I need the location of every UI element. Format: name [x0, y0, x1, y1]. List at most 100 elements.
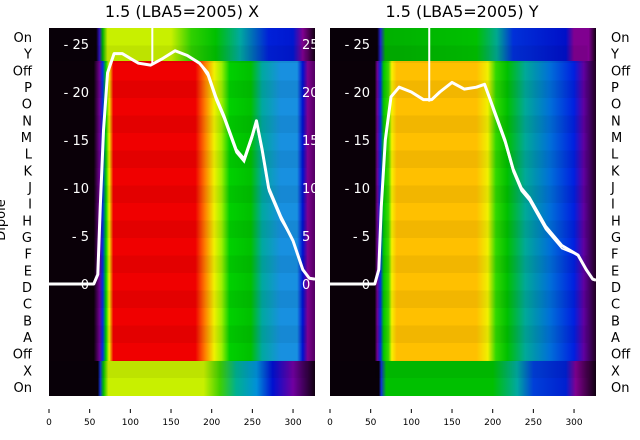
row-label: J: [610, 181, 615, 196]
row-label: Off: [13, 348, 33, 363]
row-label: H: [22, 214, 32, 229]
overlay-y-tick: - 10: [345, 182, 370, 197]
heatmap-row: [374, 220, 588, 238]
row-label: K: [23, 164, 32, 179]
overlay-y-tick-right: 5: [302, 230, 310, 245]
left-panel-title: 1.5 (LBA5=2005) X: [105, 2, 259, 21]
heatmap-row: [93, 220, 307, 238]
row-label: M: [611, 131, 622, 146]
heatmap-row: [374, 150, 588, 168]
row-label: G: [22, 231, 32, 246]
heatmap-row: [374, 325, 588, 343]
row-label: H: [611, 214, 621, 229]
heatmap-row: [374, 360, 588, 378]
heatmap-band-top: [330, 28, 596, 61]
row-label: B: [611, 314, 620, 329]
row-label: A: [611, 331, 620, 346]
row-label: A: [23, 331, 32, 346]
row-label: Y: [610, 48, 619, 63]
panel-1: 0- 5- 10- 15- 20- 25 OnYOffPONMLKJIHGFEDC…: [327, 28, 631, 428]
row-label: Off: [13, 64, 33, 79]
heatmap-band-bottom: [49, 361, 315, 396]
row-label: L: [611, 148, 619, 163]
heatmap-row: [93, 185, 307, 203]
row-label: E: [611, 264, 619, 279]
heatmap-band-middle: [330, 61, 596, 361]
row-label: D: [22, 281, 32, 296]
x-tick-label: 0: [327, 418, 333, 428]
row-label: X: [611, 364, 620, 379]
row-label: Off: [611, 348, 631, 363]
x-tick-label: 100: [122, 418, 139, 428]
row-label: Off: [611, 64, 631, 79]
row-label: F: [25, 248, 32, 263]
x-tick-label: 200: [203, 418, 220, 428]
overlay-y-tick: - 10: [64, 182, 89, 197]
x-tick-label: 150: [443, 418, 460, 428]
row-label: M: [21, 131, 32, 146]
x-tick-label: 300: [565, 418, 582, 428]
row-label: X: [23, 364, 32, 379]
heatmap-row: [374, 115, 588, 133]
heatmap-row: [374, 290, 588, 308]
x-tick-label: 50: [365, 418, 377, 428]
overlay-y-tick-right: 0: [302, 278, 310, 293]
overlay-y-tick: - 5: [72, 230, 89, 245]
heatmap-row: [374, 80, 588, 98]
row-label: J: [27, 181, 32, 196]
heatmap-row: [93, 115, 307, 133]
x-tick-label: 250: [244, 418, 261, 428]
right-panel-title: 1.5 (LBA5=2005) Y: [385, 2, 538, 21]
overlay-y-tick: - 20: [64, 86, 89, 101]
row-label: G: [611, 231, 621, 246]
row-label: B: [23, 314, 32, 329]
row-label: E: [24, 264, 32, 279]
row-label: I: [28, 198, 32, 213]
overlay-y-tick: - 5: [353, 230, 370, 245]
overlay-y-tick: - 25: [345, 38, 370, 53]
row-label: F: [611, 248, 618, 263]
row-label: I: [611, 198, 615, 213]
row-label: O: [22, 98, 32, 113]
heatmap-band-middle: [49, 61, 315, 361]
row-label: P: [611, 81, 619, 96]
overlay-y-tick-right: 10: [302, 182, 319, 197]
heatmap-row: [374, 185, 588, 203]
x-tick-label: 300: [284, 418, 301, 428]
heatmap-row: [374, 45, 588, 63]
x-tick-label: 200: [484, 418, 501, 428]
row-label: N: [22, 114, 32, 129]
row-label: L: [25, 148, 33, 163]
x-tick-label: 150: [162, 418, 179, 428]
row-label: C: [23, 298, 32, 313]
row-label: O: [611, 98, 621, 113]
row-label: P: [24, 81, 32, 96]
heatmap-band-bottom: [330, 361, 596, 396]
overlay-y-tick-right: 20: [302, 86, 319, 101]
heatmap-row: [93, 80, 307, 98]
row-label: D: [611, 281, 621, 296]
x-tick-label: 50: [84, 418, 96, 428]
panel-0: 0 0- 5 5- 10 10- 15 15- 20 20- 25 25OnYOffPONM…: [13, 28, 319, 428]
heatmap-band-top: [49, 28, 315, 61]
overlay-y-tick: - 15: [345, 134, 370, 149]
row-label: Y: [23, 48, 32, 63]
heatmap-row: [93, 360, 307, 378]
overlay-y-tick-right: 25: [302, 38, 319, 53]
row-label: On: [14, 31, 32, 46]
x-tick-label: 250: [525, 418, 542, 428]
overlay-line-secondary: [330, 81, 596, 285]
overlay-line-secondary: [49, 49, 315, 285]
row-label: C: [611, 298, 620, 313]
heatmap-row: [93, 45, 307, 63]
x-tick-label: 100: [403, 418, 420, 428]
heatmap-row: [93, 290, 307, 308]
row-label: K: [611, 164, 620, 179]
row-label: On: [611, 381, 629, 396]
row-label: N: [611, 114, 621, 129]
overlay-y-tick-right: 15: [302, 134, 319, 149]
row-label: On: [14, 381, 32, 396]
overlay-y-tick: - 20: [345, 86, 370, 101]
y-axis-label: Dipole: [0, 199, 9, 240]
